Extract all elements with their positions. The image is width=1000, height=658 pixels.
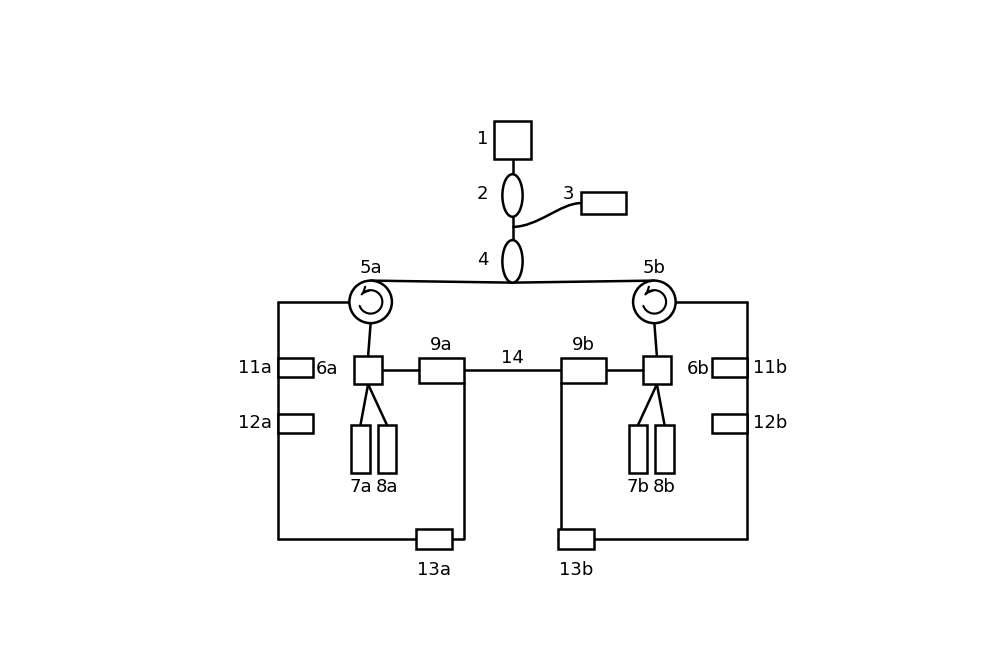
Circle shape — [633, 280, 676, 323]
Text: 7a: 7a — [349, 478, 372, 496]
Text: 5a: 5a — [359, 259, 382, 276]
Bar — [419, 358, 464, 383]
Bar — [558, 530, 594, 549]
Text: 6a: 6a — [316, 361, 339, 378]
Text: 3: 3 — [563, 186, 574, 203]
Text: 9a: 9a — [430, 336, 453, 353]
Bar — [655, 425, 674, 473]
Text: 1: 1 — [477, 130, 488, 148]
Text: 2: 2 — [477, 186, 488, 203]
Text: 13b: 13b — [559, 561, 593, 579]
Bar — [643, 357, 671, 384]
Ellipse shape — [502, 174, 523, 216]
Bar — [561, 358, 606, 383]
Bar — [278, 358, 313, 378]
Text: 9b: 9b — [572, 336, 595, 353]
Ellipse shape — [502, 240, 523, 283]
Bar — [629, 425, 647, 473]
Text: 11a: 11a — [238, 359, 272, 377]
Text: 11b: 11b — [753, 359, 787, 377]
Text: 5b: 5b — [643, 259, 666, 276]
Circle shape — [349, 280, 392, 323]
Bar — [354, 357, 382, 384]
Bar — [351, 425, 370, 473]
Bar — [416, 530, 452, 549]
Bar — [712, 358, 747, 378]
Text: 6b: 6b — [686, 361, 709, 378]
Text: 12b: 12b — [753, 415, 787, 432]
Bar — [278, 414, 313, 433]
Text: 12a: 12a — [238, 415, 272, 432]
Bar — [581, 192, 626, 214]
Bar — [378, 425, 396, 473]
Text: 8b: 8b — [653, 478, 676, 496]
Bar — [712, 414, 747, 433]
Text: 4: 4 — [477, 251, 488, 269]
Text: 7b: 7b — [627, 478, 650, 496]
Text: 13a: 13a — [417, 561, 451, 579]
Bar — [494, 121, 531, 159]
Text: 14: 14 — [501, 349, 524, 367]
Text: 8a: 8a — [376, 478, 398, 496]
